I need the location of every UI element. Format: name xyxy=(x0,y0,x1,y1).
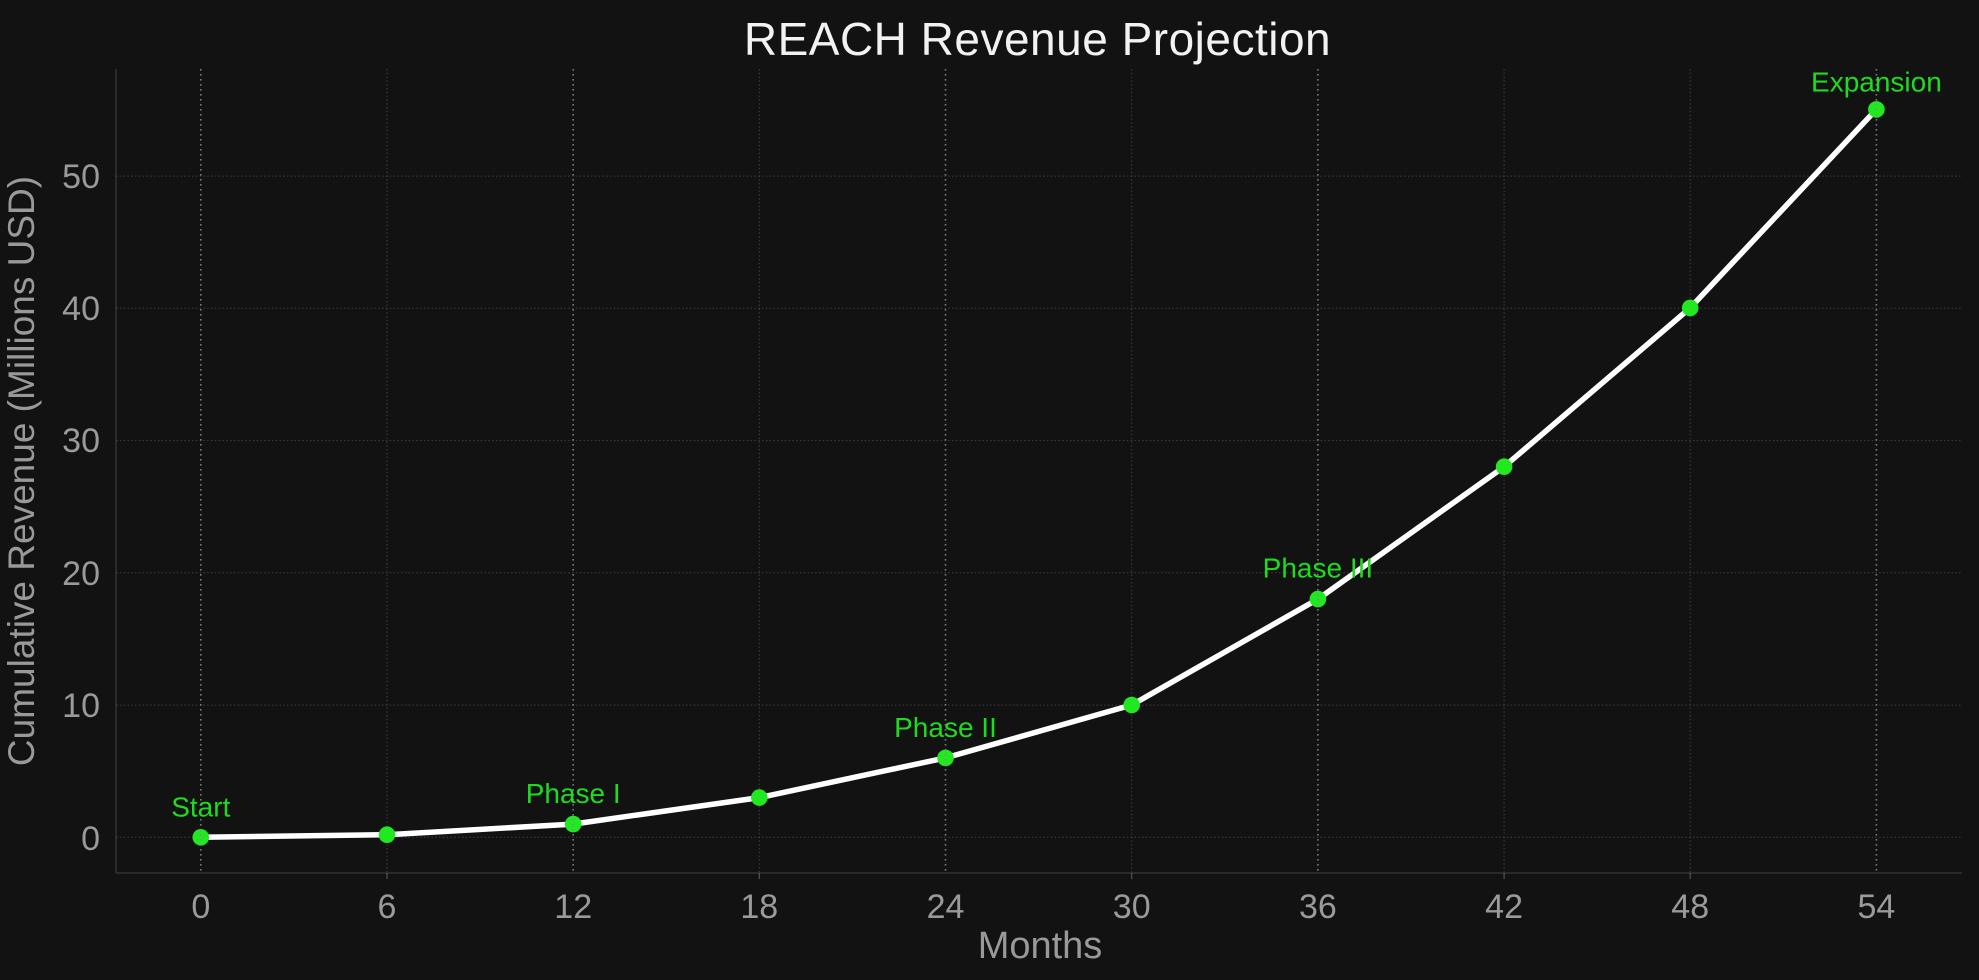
svg-text:Cumulative Revenue (Millions U: Cumulative Revenue (Millions USD) xyxy=(1,176,42,766)
svg-text:Phase III: Phase III xyxy=(1263,552,1374,583)
svg-text:Months: Months xyxy=(978,925,1103,967)
svg-text:6: 6 xyxy=(378,888,397,926)
svg-text:12: 12 xyxy=(554,888,592,926)
svg-text:Phase II: Phase II xyxy=(894,712,997,743)
svg-text:10: 10 xyxy=(62,687,100,725)
svg-text:36: 36 xyxy=(1299,888,1337,926)
svg-text:20: 20 xyxy=(62,555,100,593)
svg-text:0: 0 xyxy=(81,820,100,858)
svg-text:Phase I: Phase I xyxy=(526,778,621,809)
svg-text:0: 0 xyxy=(191,888,210,926)
svg-text:Start: Start xyxy=(171,791,230,822)
svg-text:24: 24 xyxy=(927,888,965,926)
svg-text:54: 54 xyxy=(1857,888,1895,926)
svg-text:Expansion: Expansion xyxy=(1811,67,1942,98)
svg-text:50: 50 xyxy=(62,158,100,196)
svg-text:30: 30 xyxy=(1113,888,1151,926)
svg-text:48: 48 xyxy=(1671,888,1709,926)
svg-text:42: 42 xyxy=(1485,888,1523,926)
svg-text:18: 18 xyxy=(740,888,778,926)
svg-text:30: 30 xyxy=(62,422,100,460)
svg-text:40: 40 xyxy=(62,290,100,328)
